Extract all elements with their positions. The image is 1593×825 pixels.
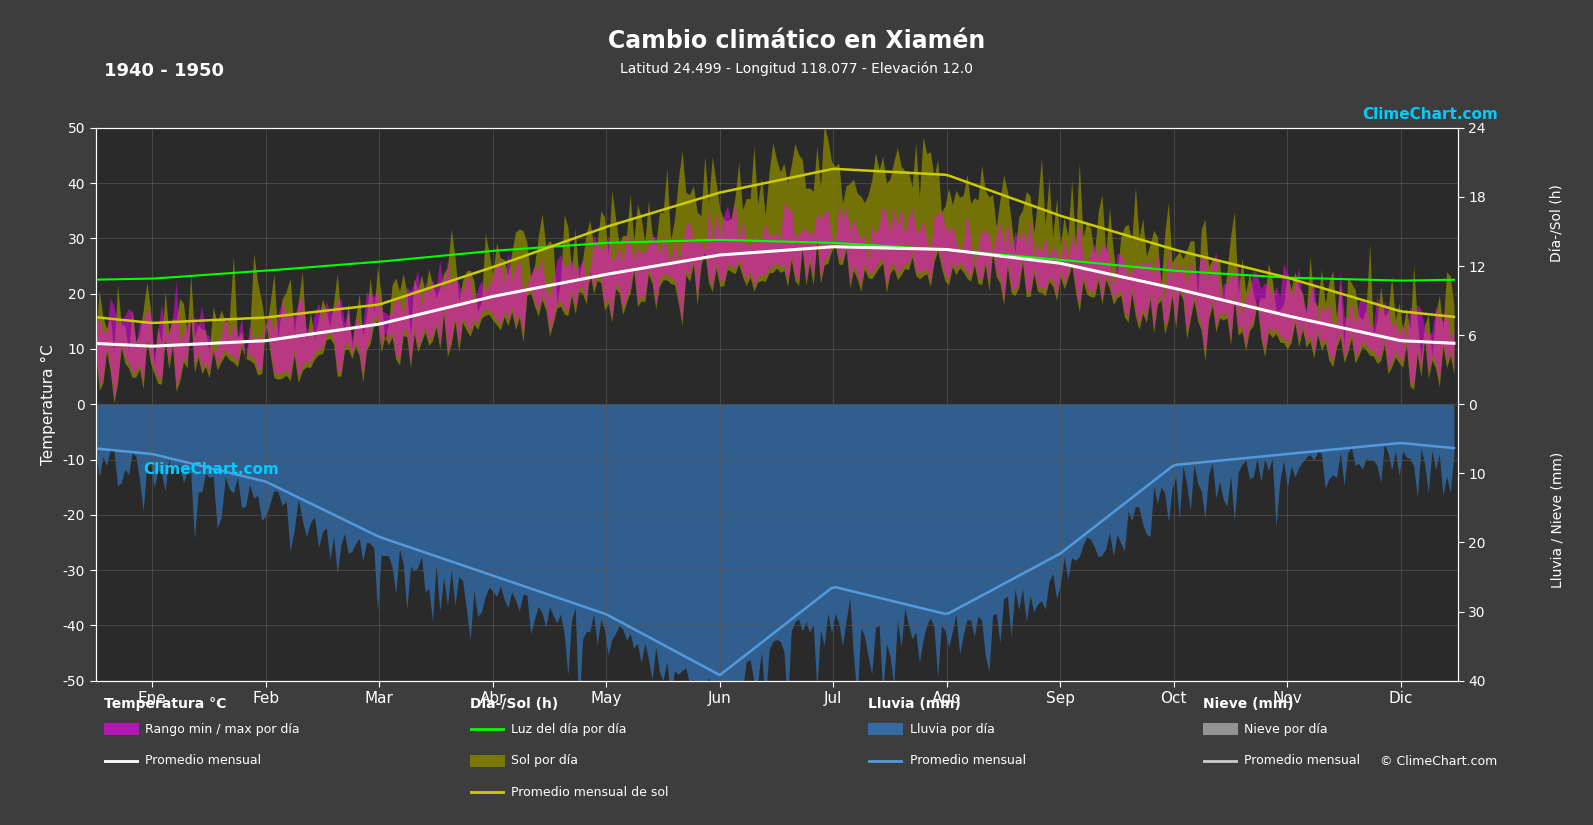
- FancyBboxPatch shape: [470, 755, 505, 766]
- Text: Nieve por día: Nieve por día: [1244, 723, 1327, 736]
- Text: © ClimeChart.com: © ClimeChart.com: [1380, 755, 1497, 768]
- FancyBboxPatch shape: [104, 724, 139, 735]
- Text: Día-/Sol (h): Día-/Sol (h): [1552, 184, 1564, 262]
- Text: ClimeChart.com: ClimeChart.com: [1362, 107, 1497, 122]
- Text: Lluvia / Nieve (mm): Lluvia / Nieve (mm): [1552, 451, 1564, 588]
- Text: Sol por día: Sol por día: [511, 754, 578, 767]
- FancyBboxPatch shape: [868, 724, 903, 735]
- Text: Luz del día por día: Luz del día por día: [511, 723, 628, 736]
- Y-axis label: Temperatura °C: Temperatura °C: [41, 344, 56, 464]
- FancyBboxPatch shape: [1203, 724, 1238, 735]
- Text: Lluvia (mm): Lluvia (mm): [868, 697, 961, 711]
- Text: ClimeChart.com: ClimeChart.com: [143, 462, 279, 477]
- Text: Lluvia por día: Lluvia por día: [910, 723, 994, 736]
- Text: Temperatura °C: Temperatura °C: [104, 697, 226, 711]
- Text: Promedio mensual: Promedio mensual: [145, 754, 261, 767]
- Text: Rango min / max por día: Rango min / max por día: [145, 723, 299, 736]
- Text: Promedio mensual de sol: Promedio mensual de sol: [511, 785, 669, 799]
- Text: Cambio climático en Xiamén: Cambio climático en Xiamén: [609, 29, 984, 53]
- Text: 1940 - 1950: 1940 - 1950: [104, 62, 223, 80]
- Text: Promedio mensual: Promedio mensual: [910, 754, 1026, 767]
- Text: Latitud 24.499 - Longitud 118.077 - Elevación 12.0: Latitud 24.499 - Longitud 118.077 - Elev…: [620, 62, 973, 77]
- Text: Día-/Sol (h): Día-/Sol (h): [470, 697, 558, 711]
- Text: Nieve (mm): Nieve (mm): [1203, 697, 1294, 711]
- Text: Promedio mensual: Promedio mensual: [1244, 754, 1360, 767]
